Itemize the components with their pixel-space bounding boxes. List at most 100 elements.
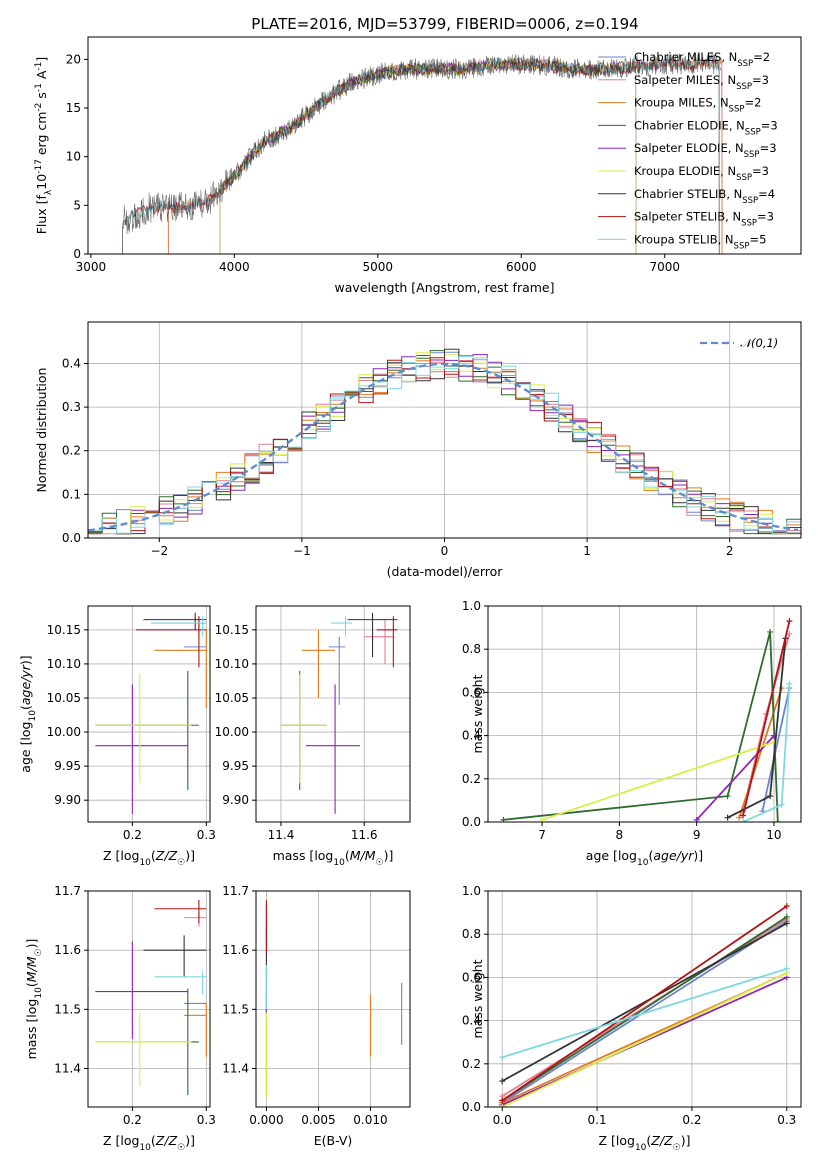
series-line-chabrier-elodie	[501, 916, 788, 1102]
y-tick-label: 9.90	[222, 793, 249, 807]
y-tick-label: 0.8	[462, 642, 481, 656]
series-marker	[783, 965, 790, 972]
plot-area	[122, 53, 723, 254]
errorbar-kroupa-elodie	[95, 1012, 192, 1087]
axes-frame	[87, 890, 211, 1108]
series-marker	[783, 913, 790, 920]
errorbar-kroupa-stelib	[330, 616, 352, 637]
y-tick-label: 9.95	[222, 759, 249, 773]
plot-area	[95, 612, 207, 814]
legend-label: 𝒩(0,1)	[740, 336, 778, 350]
plot-area	[499, 903, 790, 1107]
axis-ticks: 11.4 11.6 9.90 9.95 10.00 10.05 10.10 10.15	[215, 623, 378, 842]
x-tick-label: 0.3	[197, 828, 216, 842]
errorbar-kroupa-stelib	[154, 970, 207, 995]
y-tick-label: 0.3	[62, 400, 81, 414]
axis-ticks: 0.2 0.3 11.4 11.5 11.6 11.7	[54, 884, 216, 1127]
panel-massweight-vs-age: 7 8 9 10 0.0 0.2 0.4 0.6 0.8 1.0 age [log10(age/yr…	[462, 599, 802, 868]
x-tick-label: 11.4	[268, 828, 295, 842]
y-axis-label: mass weight	[470, 674, 485, 753]
y-tick-label: 1.0	[462, 599, 481, 613]
x-tick-label: 0	[441, 544, 449, 558]
spectrum-line-chabrier-elodie	[219, 57, 637, 254]
axes-frame	[87, 605, 211, 823]
y-tick-label: 0.2	[462, 1057, 481, 1071]
y-tick-label: 10.15	[47, 623, 81, 637]
x-tick-label: 7	[538, 828, 546, 842]
series-marker	[783, 920, 790, 927]
errorbar-kroupa-miles	[301, 629, 336, 698]
errorbar-kroupa-elodie	[280, 674, 327, 784]
series-line-kroupa-stelib	[501, 967, 788, 1059]
series-marker	[724, 793, 731, 800]
y-tick-label: 10.00	[47, 725, 81, 739]
y-axis-label: age [log10(age/yr)]	[18, 655, 38, 772]
plot-area	[265, 899, 403, 1099]
errorbar-salpeter-elodie	[95, 941, 188, 1039]
spectrum-line-kroupa-elodie	[219, 57, 637, 254]
x-tick-label: 0.3	[777, 1113, 796, 1127]
y-axis-label: mass weight	[470, 959, 485, 1038]
errorbar-salpeter-miles	[364, 619, 394, 664]
y-axis-label: Normed distribution	[34, 368, 49, 493]
x-tick-label: 8	[616, 828, 624, 842]
x-tick-label: −1	[293, 544, 311, 558]
panel-massweight-vs-Z: 0.0 0.1 0.2 0.3 0.0 0.2 0.4 0.6 0.8 1.0 Z [log10(Z…	[462, 884, 802, 1153]
errorbar-salpeter-stelib	[154, 899, 207, 924]
x-tick-label: 0.2	[682, 1113, 701, 1127]
errorbar-kroupa-stelib	[150, 616, 207, 637]
x-tick-label: 0.2	[123, 1113, 142, 1127]
y-tick-label: 11.6	[54, 943, 81, 957]
panel-mass-vs-EBV: 0.000 0.005 0.010 11.4 11.5 11.6 11.7 E(B-V)	[222, 884, 411, 1148]
y-tick-label: 0	[73, 247, 81, 261]
grid-lines	[88, 890, 210, 1107]
y-tick-label: 5	[73, 198, 81, 212]
axis-ticks: 7 8 9 10 0.0 0.2 0.4 0.6 0.8 1.0	[462, 599, 782, 842]
plot-area	[500, 618, 793, 822]
y-tick-label: 1.0	[462, 884, 481, 898]
grid-lines	[488, 605, 801, 823]
y-tick-label: 9.95	[54, 759, 81, 773]
series-marker	[774, 819, 781, 822]
x-tick-label: 1	[583, 544, 591, 558]
x-tick-label: 0.0	[493, 1113, 512, 1127]
legend-label: Salpeter ELODIE, NSSP=3	[634, 141, 777, 160]
y-tick-label: 11.4	[54, 1062, 81, 1076]
y-tick-label: 0.1	[62, 487, 81, 501]
errorbar-salpeter-elodie	[305, 684, 361, 814]
y-tick-label: 11.4	[222, 1062, 249, 1076]
spectrum-line-chabrier-stelib	[122, 53, 720, 254]
x-tick-label: 0.005	[301, 1113, 335, 1127]
series-line-salpeter-elodie	[501, 976, 788, 1106]
y-tick-label: 11.7	[222, 884, 249, 898]
series-marker	[786, 618, 793, 625]
series-line-chabrier-miles	[761, 687, 791, 812]
axes-frame	[255, 605, 411, 823]
x-tick-label: 2	[726, 544, 734, 558]
axis-ticks: −2 −1 0 1 2 0.0 0.1 0.2 0.3 0.4	[62, 356, 734, 558]
y-tick-label: 0.4	[462, 1014, 481, 1028]
x-tick-label: 0.3	[197, 1113, 216, 1127]
legend-label: Chabrier STELIB, NSSP=4	[634, 187, 775, 206]
x-tick-label: 7000	[649, 260, 680, 274]
y-tick-label: 10.05	[215, 691, 249, 705]
y-tick-label: 11.7	[54, 884, 81, 898]
x-tick-label: 3000	[76, 260, 107, 274]
y-tick-label: 0.4	[62, 356, 81, 370]
series-marker	[786, 631, 793, 638]
axis-ticks: 0.0 0.1 0.2 0.3 0.0 0.2 0.4 0.6 0.8 1.0	[462, 884, 796, 1127]
axes-frame	[87, 36, 802, 255]
x-tick-label: −2	[150, 544, 168, 558]
series-marker	[499, 1054, 506, 1061]
errorbar-chabrier-elodie	[280, 670, 327, 790]
series-line-salpeter-stelib	[742, 620, 791, 816]
spectrum-line-salpeter-elodie	[219, 57, 637, 254]
series-line-kroupa-stelib	[742, 683, 791, 822]
panel-mass-vs-Z: 0.2 0.3 11.4 11.5 11.6 11.7 Z [log10(Z/Z☉)] mas…	[24, 884, 216, 1153]
axis-ticks: 3000 4000 5000 6000 7000 0 5 10 15 20	[66, 52, 680, 274]
errorbar-chabrier-stelib	[347, 612, 398, 658]
y-tick-label: 0.8	[462, 927, 481, 941]
series-line-salpeter-elodie	[696, 734, 775, 821]
panel-age-vs-Z: 0.2 0.3 9.90 9.95 10.00 10.05 10.10 10.15 Z [log…	[18, 605, 216, 868]
y-tick-label: 0.4	[462, 729, 481, 743]
